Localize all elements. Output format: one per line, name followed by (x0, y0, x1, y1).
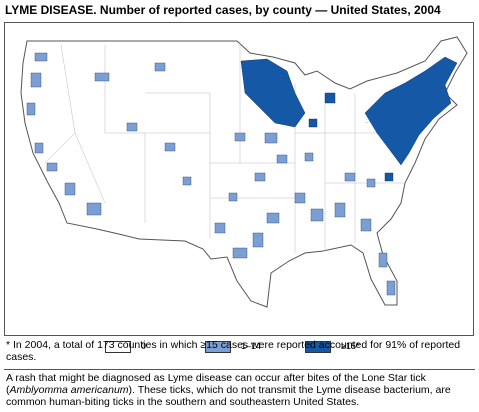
note: A rash that might be diagnosed as Lyme d… (6, 372, 474, 408)
legend: 0 1–14 ≥15* (105, 341, 405, 355)
legend-label: 1–14 (241, 341, 262, 351)
legend-label: ≥15* (341, 341, 360, 351)
title: LYME DISEASE. Number of reported cases, … (5, 3, 441, 17)
note-text: ). These ticks, which do not transmit th… (6, 384, 451, 408)
map-frame: 0 1–14 ≥15* (4, 22, 474, 353)
footnote: * In 2004, a total of 173 counties in wh… (6, 339, 461, 363)
map (20, 36, 468, 308)
legend-swatch (205, 341, 231, 353)
us-outline (20, 36, 468, 308)
legend-swatch (105, 341, 131, 353)
high-counties (240, 56, 458, 182)
legend-swatch (305, 341, 331, 353)
note-text: Amblyomma americanum (9, 384, 129, 396)
note-text: A rash that might be diagnosed as Lyme d… (6, 372, 426, 396)
low-counties (26, 52, 396, 296)
separator (4, 369, 475, 370)
legend-label: 0 (141, 341, 147, 351)
